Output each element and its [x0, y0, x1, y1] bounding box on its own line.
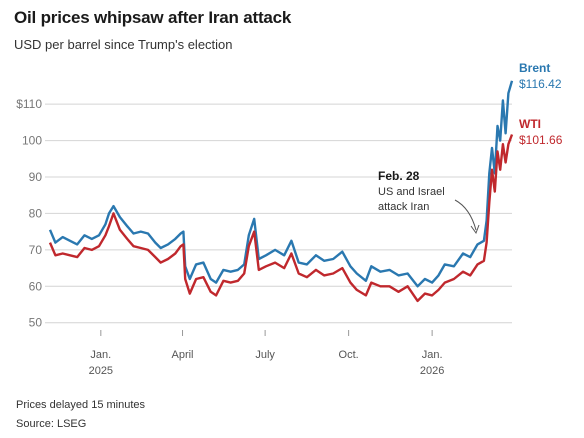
x-tick-label: Jan. — [90, 349, 111, 361]
y-tick-label: 90 — [29, 170, 43, 184]
annotation-arrow — [454, 199, 477, 231]
x-tick-label: July — [255, 349, 275, 361]
y-tick-label: 50 — [29, 316, 43, 330]
x-tick-label: April — [172, 349, 194, 361]
x-year-label: 2026 — [420, 365, 444, 377]
y-tick-label: 70 — [29, 243, 43, 257]
series-name-wti: WTI — [519, 117, 541, 131]
source-note: Source: LSEG — [16, 418, 87, 430]
y-tick-label: 60 — [29, 279, 43, 293]
x-tick-label: Jan. — [422, 349, 443, 361]
annotation-line2: attack Iran — [378, 201, 429, 213]
series-last-value-wti: $101.66 — [519, 133, 563, 147]
annotation-arrowhead — [470, 224, 480, 235]
series-line-brent — [48, 80, 514, 288]
annotation-date: Feb. 28 — [378, 169, 420, 183]
series-name-brent: Brent — [519, 61, 550, 75]
delay-note: Prices delayed 15 minutes — [16, 399, 146, 411]
x-tick-label: Oct. — [339, 349, 359, 361]
annotation-line1: US and Israel — [378, 186, 445, 198]
y-tick-label: 80 — [29, 206, 43, 220]
chart-title: Oil prices whipsaw after Iran attack — [14, 8, 292, 27]
x-year-label: 2025 — [89, 365, 113, 377]
y-tick-label: $110 — [16, 97, 42, 111]
y-tick-label: 100 — [22, 134, 42, 148]
series-last-value-brent: $116.42 — [519, 77, 562, 91]
chart-subtitle: USD per barrel since Trump's election — [14, 37, 233, 52]
series-line-wti — [48, 134, 514, 303]
